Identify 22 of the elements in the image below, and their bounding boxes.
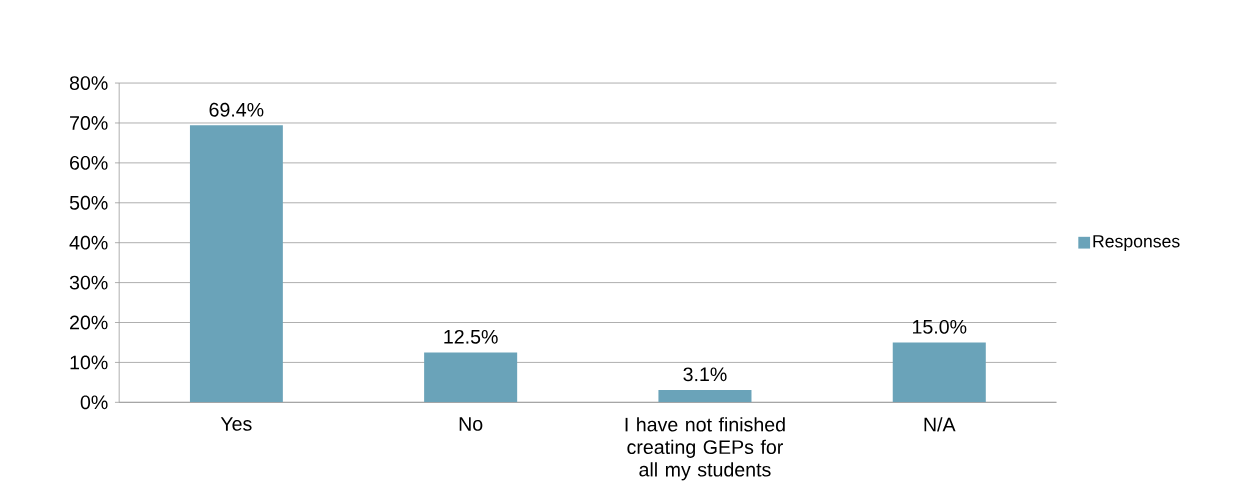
- bar: [189, 125, 283, 403]
- y-tick-label: 40%: [69, 235, 108, 250]
- bar: [892, 342, 986, 403]
- y-tick-label: 70%: [70, 116, 108, 130]
- bar: [658, 389, 752, 403]
- x-tick-label: No: [459, 417, 483, 431]
- data-label: 69.4%: [209, 102, 264, 117]
- y-tick-label: 20%: [70, 315, 108, 330]
- x-tick-label: N/A: [924, 417, 956, 432]
- y-tick-label: 10%: [70, 355, 108, 370]
- bar: [424, 352, 518, 403]
- x-tick-label: Yes: [220, 417, 252, 431]
- data-label: 12.5%: [444, 329, 498, 344]
- x-tick-label: I have not finished creating GEPs for all my students: [625, 417, 785, 481]
- data-label: 3.1%: [683, 367, 727, 382]
- y-tick-label: 30%: [69, 275, 108, 290]
- data-label: 15.0%: [912, 319, 967, 334]
- legend-label: Responses: [1093, 235, 1180, 251]
- y-tick-label: 80%: [69, 76, 108, 90]
- y-tick-label: 60%: [70, 155, 108, 170]
- y-tick-label: 50%: [69, 195, 108, 210]
- y-tick-label: 0%: [80, 395, 108, 410]
